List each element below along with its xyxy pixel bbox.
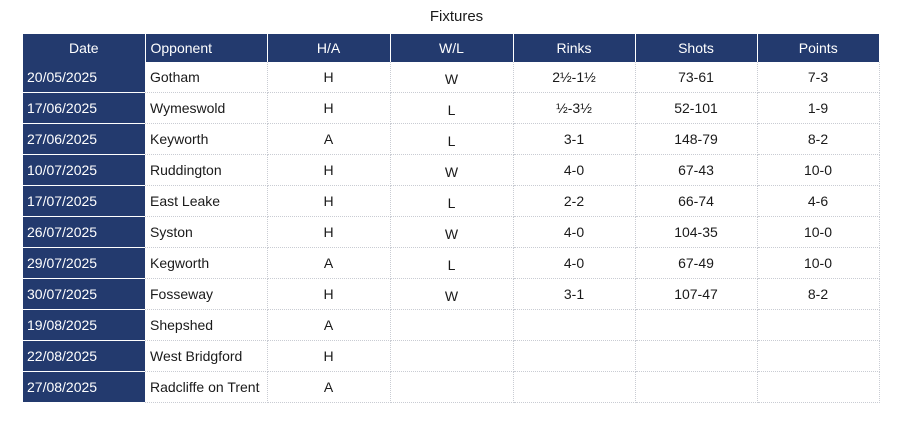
- cell-points: [757, 309, 880, 341]
- header-wl: W/L: [390, 34, 514, 62]
- cell-wl: [390, 309, 514, 341]
- cell-rinks: 4-0: [513, 247, 636, 279]
- table-row: 17/07/2025 East Leake H L 2-2 66-74 4-6: [23, 185, 880, 217]
- cell-opponent: Keyworth: [145, 123, 268, 155]
- table-row: 22/08/2025 West Bridgford H: [23, 340, 880, 372]
- cell-ha: A: [267, 123, 391, 155]
- cell-opponent: Ruddington: [145, 154, 268, 186]
- cell-date: 27/06/2025: [23, 123, 145, 155]
- cell-rinks: 3-1: [513, 278, 636, 310]
- cell-date: 17/07/2025: [23, 185, 145, 217]
- table-row: 10/07/2025 Ruddington H W 4-0 67-43 10-0: [23, 154, 880, 186]
- table-row: 27/06/2025 Keyworth A L 3-1 148-79 8-2: [23, 123, 880, 155]
- cell-ha: H: [267, 185, 391, 217]
- cell-opponent: Fosseway: [145, 278, 268, 310]
- fixtures-table: Date Opponent H/A W/L Rinks Shots Points…: [23, 34, 880, 403]
- cell-points: 1-9: [757, 92, 880, 124]
- cell-opponent: West Bridgford: [145, 340, 268, 372]
- header-rinks: Rinks: [513, 34, 636, 62]
- table-row: 17/06/2025 Wymeswold H L ½-3½ 52-101 1-9: [23, 92, 880, 124]
- cell-date: 10/07/2025: [23, 154, 145, 186]
- cell-points: 10-0: [757, 216, 880, 248]
- header-shots: Shots: [635, 34, 758, 62]
- cell-ha: H: [267, 62, 391, 93]
- header-opponent: Opponent: [145, 34, 268, 62]
- cell-opponent: Radcliffe on Trent: [145, 371, 268, 403]
- cell-ha: H: [267, 278, 391, 310]
- cell-rinks: 4-0: [513, 154, 636, 186]
- cell-opponent: Kegworth: [145, 247, 268, 279]
- cell-ha: H: [267, 154, 391, 186]
- cell-rinks: [513, 309, 636, 341]
- cell-wl: W: [390, 154, 514, 186]
- cell-wl: L: [390, 247, 514, 279]
- cell-points: 4-6: [757, 185, 880, 217]
- cell-points: 8-2: [757, 123, 880, 155]
- cell-opponent: Gotham: [145, 62, 268, 93]
- cell-ha: H: [267, 340, 391, 372]
- cell-wl: L: [390, 185, 514, 217]
- table-row: 19/08/2025 Shepshed A: [23, 309, 880, 341]
- cell-rinks: [513, 371, 636, 403]
- cell-date: 19/08/2025: [23, 309, 145, 341]
- cell-ha: H: [267, 92, 391, 124]
- table-row: 20/05/2025 Gotham H W 2½-1½ 73-61 7-3: [23, 62, 880, 93]
- cell-rinks: 4-0: [513, 216, 636, 248]
- table-row: 29/07/2025 Kegworth A L 4-0 67-49 10-0: [23, 247, 880, 279]
- cell-ha: H: [267, 216, 391, 248]
- cell-shots: [635, 340, 758, 372]
- cell-rinks: 3-1: [513, 123, 636, 155]
- cell-rinks: ½-3½: [513, 92, 636, 124]
- cell-opponent: Shepshed: [145, 309, 268, 341]
- cell-ha: A: [267, 309, 391, 341]
- cell-points: [757, 340, 880, 372]
- cell-shots: 66-74: [635, 185, 758, 217]
- cell-date: 29/07/2025: [23, 247, 145, 279]
- cell-ha: A: [267, 247, 391, 279]
- cell-opponent: Wymeswold: [145, 92, 268, 124]
- cell-rinks: 2-2: [513, 185, 636, 217]
- table-row: 27/08/2025 Radcliffe on Trent A: [23, 371, 880, 403]
- cell-shots: 67-49: [635, 247, 758, 279]
- cell-points: [757, 371, 880, 403]
- cell-wl: [390, 340, 514, 372]
- table-row: 30/07/2025 Fosseway H W 3-1 107-47 8-2: [23, 278, 880, 310]
- header-row: Date Opponent H/A W/L Rinks Shots Points: [23, 34, 879, 62]
- cell-rinks: [513, 340, 636, 372]
- cell-wl: W: [390, 62, 514, 93]
- cell-points: 8-2: [757, 278, 880, 310]
- cell-opponent: Syston: [145, 216, 268, 248]
- cell-shots: 73-61: [635, 62, 758, 93]
- cell-opponent: East Leake: [145, 185, 268, 217]
- cell-shots: 67-43: [635, 154, 758, 186]
- cell-shots: 107-47: [635, 278, 758, 310]
- cell-wl: [390, 371, 514, 403]
- cell-date: 30/07/2025: [23, 278, 145, 310]
- page-title: Fixtures: [429, 8, 484, 25]
- cell-rinks: 2½-1½: [513, 62, 636, 93]
- cell-date: 26/07/2025: [23, 216, 145, 248]
- cell-date: 17/06/2025: [23, 92, 145, 124]
- cell-shots: [635, 371, 758, 403]
- cell-date: 22/08/2025: [23, 340, 145, 372]
- header-date: Date: [23, 34, 146, 62]
- cell-wl: L: [390, 92, 514, 124]
- cell-date: 20/05/2025: [23, 62, 145, 93]
- cell-points: 7-3: [757, 62, 880, 93]
- cell-points: 10-0: [757, 247, 880, 279]
- cell-date: 27/08/2025: [23, 371, 145, 403]
- cell-points: 10-0: [757, 154, 880, 186]
- fixtures-body: 20/05/2025 Gotham H W 2½-1½ 73-61 7-3 17/06/202…: [23, 62, 880, 403]
- header-ha: H/A: [267, 34, 391, 62]
- cell-shots: 104-35: [635, 216, 758, 248]
- header-points: Points: [757, 34, 879, 62]
- cell-wl: W: [390, 216, 514, 248]
- cell-shots: 52-101: [635, 92, 758, 124]
- cell-wl: L: [390, 123, 514, 155]
- table-row: 26/07/2025 Syston H W 4-0 104-35 10-0: [23, 216, 880, 248]
- cell-wl: W: [390, 278, 514, 310]
- cell-shots: 148-79: [635, 123, 758, 155]
- cell-shots: [635, 309, 758, 341]
- cell-ha: A: [267, 371, 391, 403]
